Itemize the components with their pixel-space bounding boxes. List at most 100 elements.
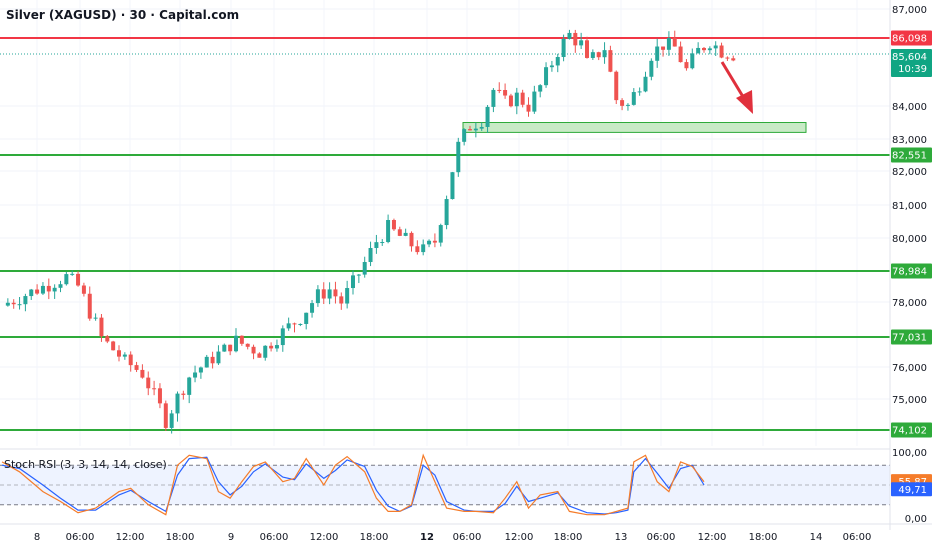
candle-body: [684, 62, 689, 69]
candle-body: [245, 343, 250, 347]
candle-body: [456, 141, 461, 173]
candle-body: [81, 285, 86, 294]
candle-body: [140, 369, 145, 378]
candle-body: [602, 50, 607, 58]
candle-body: [503, 90, 508, 96]
time-axis[interactable]: 8 06:00 12:00 18:00 9 06:00 12:00 18:00 12 06:00 1…: [0, 523, 932, 543]
candle-body: [122, 354, 127, 357]
candle-body: [23, 296, 28, 305]
candle-body: [292, 323, 297, 325]
price-tags: 86,098 82,551 78,984 77,031 74,102 85,60410:3…: [891, 30, 932, 497]
candle-body: [567, 32, 572, 39]
support-zone-rect: [462, 122, 807, 133]
candle-body: [678, 46, 683, 63]
x-tick-label: 9: [228, 532, 234, 543]
candle-body: [421, 244, 426, 253]
candle-body: [585, 40, 589, 58]
stoch-rsi-pane: [0, 448, 890, 516]
x-tick-label: 06:00: [453, 532, 482, 543]
candle-body: [432, 240, 437, 243]
candle-body: [333, 289, 338, 297]
candle-body: [643, 76, 648, 92]
y-tick-label: 75,000: [892, 395, 927, 406]
candle-body: [356, 274, 361, 276]
candle-body: [11, 302, 16, 305]
candle-body: [409, 232, 414, 247]
level-price-tag: [891, 30, 932, 46]
candle-body: [327, 289, 332, 299]
candle-body: [702, 47, 706, 51]
candle-body: [157, 388, 162, 404]
price-axis[interactable]: 87,000 84,000 83,000 82,000 81,000 80,000 78,0…: [889, 0, 927, 530]
x-tick-label: 18:00: [554, 532, 583, 543]
x-tick-label: 12:00: [505, 532, 534, 543]
candle-body: [169, 413, 174, 428]
candle-body: [450, 172, 455, 200]
candle-body: [380, 242, 385, 244]
candle-body: [444, 199, 449, 226]
candle-body: [5, 302, 10, 306]
x-tick-label: 06:00: [66, 532, 95, 543]
candle-body: [269, 345, 274, 349]
indicator-tick-label: 0,00: [905, 514, 927, 525]
level-price-tag-text: 78,984: [892, 267, 927, 278]
candle-body: [661, 46, 666, 50]
candle-body: [403, 232, 408, 236]
candle-body: [666, 38, 671, 50]
candle-body: [286, 323, 291, 329]
candle-body: [520, 92, 525, 105]
candle-body: [163, 403, 168, 428]
candle-body: [590, 52, 595, 58]
candle-body: [46, 285, 51, 292]
x-tick-label: 13: [615, 532, 628, 543]
stoch-k-line: [1, 453, 705, 516]
candle-body: [614, 71, 619, 101]
current-price-tag: [891, 49, 932, 78]
candle-body: [631, 92, 636, 105]
candle-body: [304, 312, 309, 324]
candle-body: [555, 56, 560, 66]
candle-body: [257, 353, 262, 358]
candle-body: [193, 372, 198, 378]
candle-body: [427, 240, 432, 245]
grid: [0, 0, 890, 446]
candle-body: [64, 274, 69, 285]
candle-body: [40, 285, 45, 294]
candle-body: [713, 45, 718, 49]
candle-body: [637, 91, 642, 93]
level-price-tag-text: 86,098: [892, 34, 927, 45]
candle-body: [146, 377, 151, 389]
candle-body: [17, 304, 22, 306]
candle-body: [374, 242, 379, 249]
candle-body: [672, 38, 677, 47]
y-tick-label: 84,000: [892, 102, 927, 113]
candle-body: [274, 345, 279, 349]
candle-body: [70, 273, 75, 275]
candle-body: [315, 289, 320, 304]
candle-body: [415, 246, 420, 253]
candle-body: [198, 367, 203, 373]
y-tick-label: 80,000: [892, 234, 927, 245]
y-tick-label: 76,000: [892, 363, 927, 374]
candle-body: [234, 335, 238, 352]
x-tick-label: 12:00: [310, 532, 339, 543]
stoch-d-tag: [891, 482, 932, 497]
x-tick-label: 12: [420, 532, 434, 543]
x-tick-label: 8: [34, 532, 40, 543]
candle-body: [128, 354, 133, 366]
candle-body: [479, 126, 484, 129]
candle-body: [438, 225, 443, 243]
x-tick-label: 18:00: [749, 532, 778, 543]
candle-body: [725, 57, 730, 59]
candle-body: [280, 328, 285, 346]
candle-body: [514, 92, 519, 107]
horizontal-levels: [0, 37, 890, 431]
candle-body: [497, 89, 502, 91]
y-tick-label: 81,000: [892, 201, 927, 212]
candle-body: [690, 53, 695, 69]
level-price-tag-text: 77,031: [892, 333, 927, 344]
candle-body: [544, 67, 549, 86]
stoch-d-tag-text: 49,71: [898, 485, 927, 496]
candle-body: [181, 393, 186, 395]
